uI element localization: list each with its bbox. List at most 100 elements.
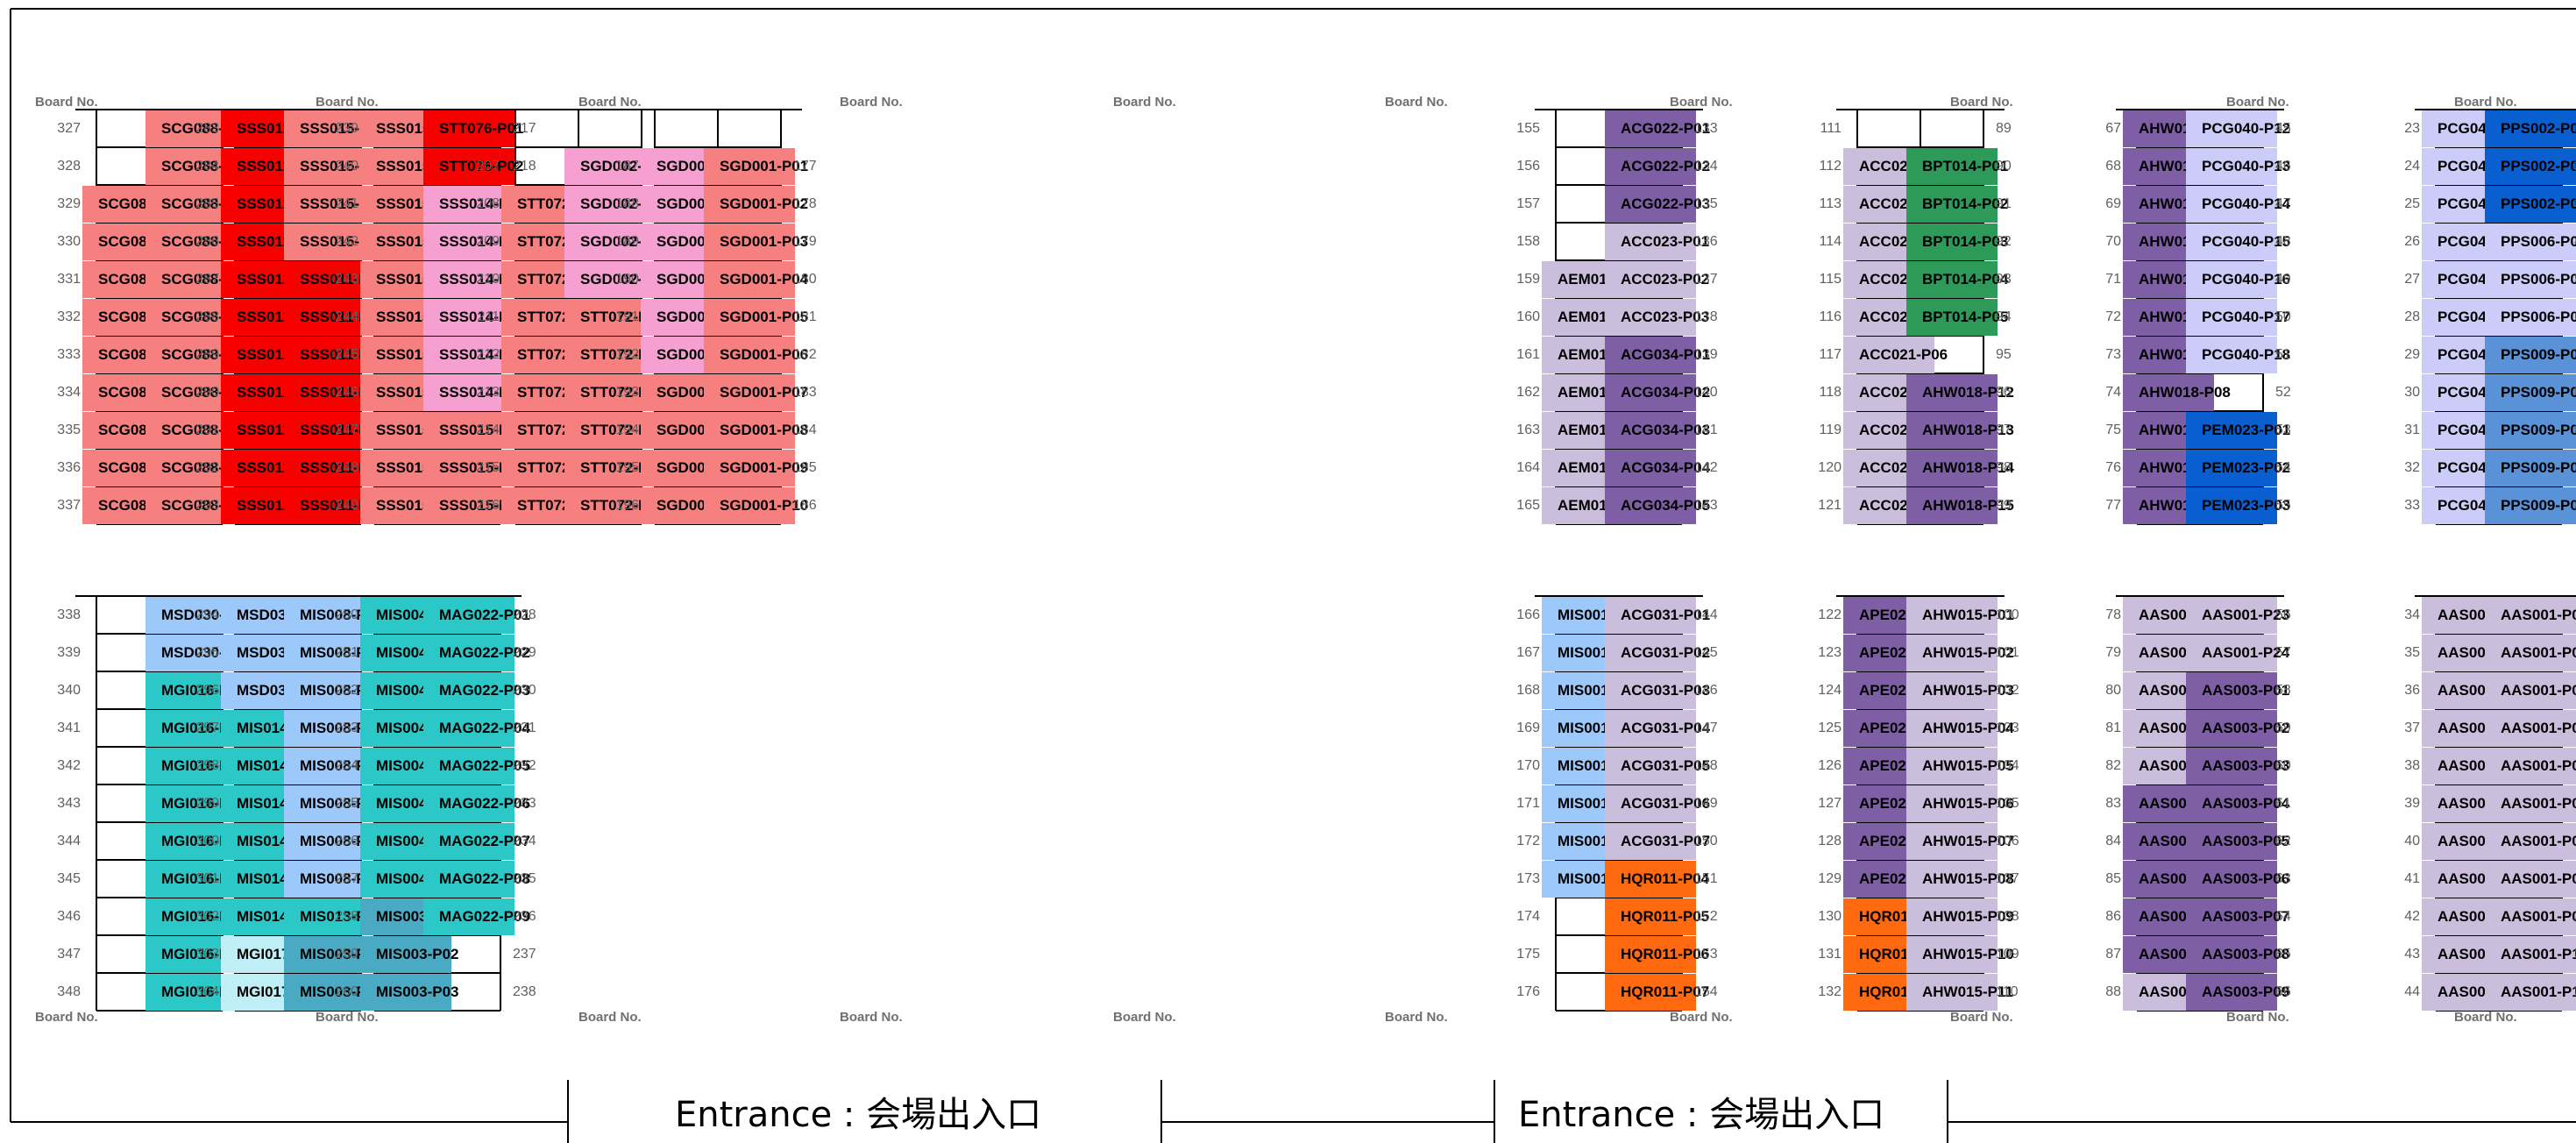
booth-msd030-p03[interactable]: MSD030-P03: [237, 672, 326, 709]
booth-pcg040-p13[interactable]: PCG040-P13: [2202, 148, 2290, 185]
booth-mgi016-p03[interactable]: MGI016-P03: [161, 748, 245, 784]
booth-aas001-p01[interactable]: AAS001-P01: [2501, 597, 2576, 634]
booth-stt072-p15[interactable]: STT072-P15: [517, 487, 601, 524]
booth-mgi016-p08[interactable]: MGI016-P08: [161, 936, 245, 973]
booth-msd030-p05[interactable]: MSD030-P05: [161, 635, 251, 671]
booth-pps002-p03[interactable]: PPS002-P03: [2501, 186, 2576, 223]
booth-acg034-p01[interactable]: ACG034-P01: [1621, 337, 1710, 373]
booth-aas001-p10[interactable]: AAS001-P10: [2501, 936, 2576, 973]
booth-acg031-p01[interactable]: ACG031-P01: [1621, 597, 1710, 634]
booth-ahw015-p04[interactable]: AHW015-P04: [1922, 710, 2014, 747]
booth-mis001-p08[interactable]: MIS001-P08: [1558, 861, 1641, 898]
booth-mag022-p05[interactable]: MAG022-P05: [439, 748, 530, 784]
booth-sgd001-p10[interactable]: SGD001-P10: [720, 487, 808, 524]
booth-acg031-p06[interactable]: ACG031-P06: [1621, 785, 1710, 822]
booth-aas001-p19[interactable]: AAS001-P19: [2438, 861, 2525, 898]
booth-mis014-p03[interactable]: MIS014-P03: [237, 785, 320, 822]
booth-mis003-p05[interactable]: MIS003-P05: [300, 974, 383, 1011]
booth-mis008-p08[interactable]: MIS008-P08: [300, 861, 383, 898]
booth-mis014-p02[interactable]: MIS014-P02: [237, 748, 320, 784]
booth-aas003-p02[interactable]: AAS003-P02: [2202, 710, 2289, 747]
booth-aem012-p02[interactable]: AEM012-P02: [1558, 299, 1647, 336]
booth-mis001-p07[interactable]: MIS001-P07: [1558, 823, 1641, 860]
booth-ahw015-p06[interactable]: AHW015-P06: [1922, 785, 2014, 822]
booth-ahw018-p13[interactable]: AHW018-P13: [1922, 412, 2014, 449]
booth-mag022-p07[interactable]: MAG022-P07: [439, 823, 530, 860]
booth-aas003-p06[interactable]: AAS003-P06: [2202, 861, 2289, 898]
booth-scg088-p19[interactable]: SCG088-P19: [98, 450, 187, 486]
booth-sss015-p06[interactable]: SSS015-P06: [376, 186, 462, 223]
booth-ahw018-p14[interactable]: AHW018-P14: [1922, 450, 2014, 486]
booth-acg022-p03[interactable]: ACG022-P03: [1621, 186, 1710, 223]
booth-stt072-p12[interactable]: STT072-P12: [517, 374, 601, 411]
booth-scg088-p18[interactable]: SCG088-P18: [98, 412, 187, 449]
booth-stt076-p01[interactable]: STT076-P01: [439, 110, 523, 147]
booth-aas001-p06[interactable]: AAS001-P06: [2501, 785, 2576, 822]
booth-msd030-p02[interactable]: MSD030-P02: [237, 635, 326, 671]
booth-mgi017-p01[interactable]: MGI017-P01: [237, 936, 321, 973]
booth-aas003-p04[interactable]: AAS003-P04: [2202, 785, 2289, 822]
booth-aas001-p17[interactable]: AAS001-P17: [2438, 785, 2525, 822]
booth-stt072-p11[interactable]: STT072-P11: [517, 337, 600, 373]
booth-ahw018-p15[interactable]: AHW018-P15: [1922, 487, 2014, 524]
booth-mis004-p02[interactable]: MIS004-P02: [376, 635, 459, 671]
booth-stt072-p03[interactable]: STT072-P03: [580, 374, 664, 411]
booth-ahw015-p11[interactable]: AHW015-P11: [1922, 974, 2013, 1011]
booth-sgd002-p03[interactable]: SGD002-P03: [656, 224, 745, 260]
booth-scg088-p17[interactable]: SCG088-P17: [98, 374, 187, 411]
booth-mis004-p07[interactable]: MIS004-P07: [376, 823, 459, 860]
booth-ahw018-p08[interactable]: AHW018-P08: [2139, 374, 2231, 411]
booth-hqr011-p06[interactable]: HQR011-P06: [1621, 936, 1709, 973]
booth-sss014-p04[interactable]: SSS014-P04: [439, 299, 525, 336]
booth-sss011-p06[interactable]: SSS011-P06: [300, 450, 385, 486]
booth-sgd001-p07[interactable]: SGD001-P07: [720, 374, 808, 411]
booth-mis004-p05[interactable]: MIS004-P05: [376, 748, 459, 784]
booth-acc021-p02[interactable]: ACC021-P02: [1859, 186, 1948, 223]
booth-mis001-p06[interactable]: MIS001-P06: [1558, 785, 1641, 822]
booth-aas001-p07[interactable]: AAS001-P07: [2501, 823, 2576, 860]
booth-sss014-p05[interactable]: SSS014-P05: [439, 337, 525, 373]
booth-aas003-p05[interactable]: AAS003-P05: [2202, 823, 2289, 860]
booth-aas001-p05[interactable]: AAS001-P05: [2501, 748, 2576, 784]
booth-stt072-p02[interactable]: STT072-P02: [580, 337, 664, 373]
booth-mis004-p03[interactable]: MIS004-P03: [376, 672, 459, 709]
booth-aas001-p20[interactable]: AAS001-P20: [2438, 898, 2525, 935]
booth-scg088-p15[interactable]: SCG088-P15: [98, 299, 187, 336]
booth-sgd002-p01[interactable]: SGD002-P01: [656, 148, 745, 185]
booth-pem023-p03[interactable]: PEM023-P03: [2202, 487, 2290, 524]
booth-sgd001-p02[interactable]: SGD001-P02: [720, 186, 808, 223]
booth-mag022-p09[interactable]: MAG022-P09: [439, 898, 530, 935]
booth-acc021-p07[interactable]: ACC021-P07: [1859, 374, 1948, 411]
booth-mis014-p01[interactable]: MIS014-P01: [237, 710, 320, 747]
booth-mgi016-p01[interactable]: MGI016-P01: [161, 672, 245, 709]
booth-stt072-p13[interactable]: STT072-P13: [517, 412, 601, 449]
booth-mgi016-p07[interactable]: MGI016-P07: [161, 898, 245, 935]
booth-scg088-p14[interactable]: SCG088-P14: [98, 261, 187, 298]
booth-pcg040-p18[interactable]: PCG040-P18: [2202, 337, 2290, 373]
booth-aas002-p02[interactable]: AAS002-P02: [2139, 635, 2226, 671]
booth-mgi017-p02[interactable]: MGI017-P02: [237, 974, 321, 1011]
booth-aas001-p11[interactable]: AAS001-P11: [2501, 974, 2576, 1011]
booth-mag022-p02[interactable]: MAG022-P02: [439, 635, 530, 671]
booth-sss015-p12[interactable]: SSS015-P12: [376, 412, 462, 449]
booth-scg088-p02[interactable]: SCG088-P02: [161, 148, 250, 185]
booth-sss015-p18[interactable]: SSS015-P18: [300, 224, 386, 260]
booth-sss011-p09[interactable]: SSS011-P09: [237, 148, 322, 185]
booth-scg088-p09[interactable]: SCG088-P09: [161, 412, 250, 449]
booth-acc021-p04[interactable]: ACC021-P04: [1859, 261, 1948, 298]
booth-aas003-p09[interactable]: AAS003-P09: [2202, 974, 2289, 1011]
booth-sss011-p14[interactable]: SSS011-P14: [237, 337, 322, 373]
booth-scg088-p20[interactable]: SCG088-P20: [98, 487, 187, 524]
booth-scg088-p11[interactable]: SCG088-P11: [161, 487, 249, 524]
booth-msd030-p01[interactable]: MSD030-P01: [237, 597, 326, 634]
booth-ape025-p06[interactable]: APE025-P06: [1859, 785, 1946, 822]
booth-aas002-p04[interactable]: AAS002-P04: [2139, 710, 2226, 747]
booth-pcg040-p07[interactable]: PCG040-P07: [2438, 337, 2526, 373]
booth-aas001-p21[interactable]: AAS001-P21: [2438, 936, 2525, 973]
booth-aem012-p06[interactable]: AEM012-P06: [1558, 450, 1647, 486]
booth-aas001-p02[interactable]: AAS001-P02: [2501, 635, 2576, 671]
booth-scg088-p10[interactable]: SCG088-P10: [161, 450, 250, 486]
booth-mgi016-p02[interactable]: MGI016-P02: [161, 710, 245, 747]
booth-acg022-p02[interactable]: ACG022-P02: [1621, 148, 1710, 185]
booth-sss011-p18[interactable]: SSS011-P18: [237, 487, 322, 524]
